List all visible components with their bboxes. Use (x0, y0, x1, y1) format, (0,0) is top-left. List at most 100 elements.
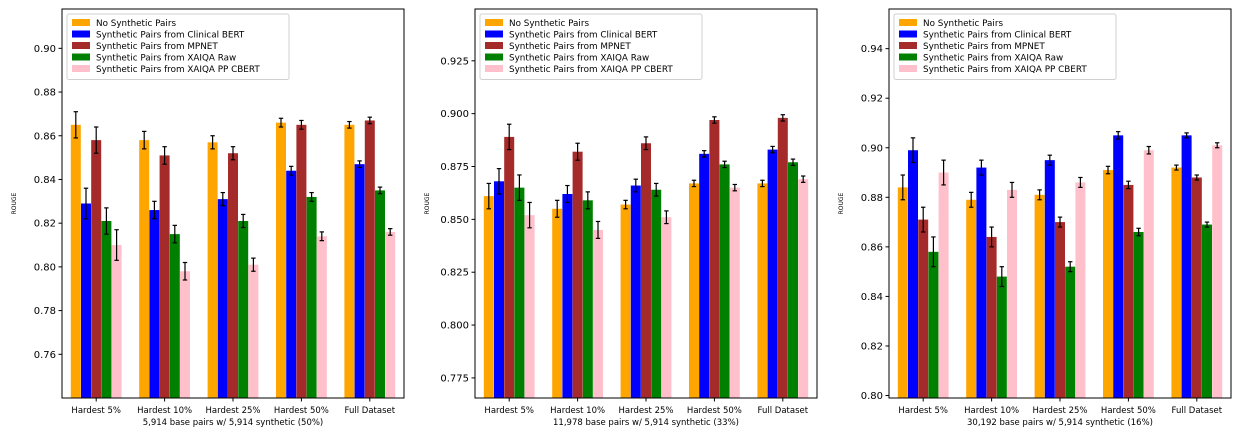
bar (375, 190, 385, 398)
chart-panel-1: 0.76 0.78 0.80 0.82 0.84 0.86 0.88 0.90 Hardest … (11, 8, 405, 428)
legend-swatch (899, 65, 917, 72)
bar (1034, 194, 1045, 398)
bar (217, 199, 228, 398)
y-tick-label: 0.925 (440, 56, 469, 67)
x-tick-label: Hardest 25% (1033, 406, 1088, 416)
legend-swatch (72, 42, 90, 49)
bar (276, 122, 286, 398)
bar (1133, 231, 1144, 398)
legend-swatch (899, 19, 917, 26)
legend-swatch (485, 19, 503, 26)
legend-label: Synthetic Pairs from XAIQA PP CBERT (923, 65, 1087, 75)
series-group-3 (918, 174, 1202, 398)
y-tick-label: 0.825 (440, 268, 469, 279)
series-group-3 (504, 114, 788, 399)
legend-label: Synthetic Pairs from Clinical BERT (923, 31, 1072, 41)
bar (719, 164, 730, 398)
legend-swatch (485, 53, 503, 61)
bar (788, 162, 798, 398)
x-tick-label: Hardest 10% (964, 406, 1019, 416)
bar (504, 136, 515, 398)
bar (1055, 222, 1065, 398)
bar (661, 217, 672, 398)
series-group-4 (514, 158, 798, 398)
bar (306, 196, 317, 398)
bar (91, 140, 102, 398)
y-tick-label: 0.84 (34, 175, 56, 186)
y-tick-label: 0.86 (861, 242, 883, 253)
bar (514, 187, 525, 398)
x-tick-label: Hardest 25% (206, 406, 261, 416)
y-tick-label: 0.82 (861, 341, 883, 352)
y-tick-label: 0.82 (34, 219, 56, 230)
x-tick-label: Full Dataset (345, 406, 396, 416)
y-tick-label: 0.875 (440, 162, 469, 173)
bar (296, 124, 307, 398)
bar (918, 219, 929, 398)
bar (238, 220, 249, 398)
bar (159, 155, 170, 398)
series-group-2 (81, 160, 365, 398)
chart-panel-3: 0.80 0.82 0.84 0.86 0.88 0.90 0.92 0.94 Hardest … (838, 8, 1232, 428)
legend: No Synthetic Pairs Synthetic Pairs from C… (893, 13, 1117, 80)
series-group-4 (928, 221, 1212, 398)
bar (1065, 266, 1076, 398)
x-axis-label: 5,914 base pairs w/ 5,914 synthetic (50%… (143, 418, 324, 428)
legend-swatch (485, 42, 503, 49)
x-tick-label: Hardest 50% (1101, 406, 1156, 416)
bar (897, 187, 908, 398)
bar (709, 119, 720, 399)
y-axis-label: ROUGE (838, 192, 845, 214)
chart-panel-2: 0.775 0.800 0.825 0.850 0.875 0.900 0.925 Harde… (424, 8, 818, 428)
bar (248, 264, 259, 398)
bar (1171, 167, 1182, 398)
bar (938, 172, 949, 398)
series-group-4 (101, 186, 385, 398)
bar (286, 170, 297, 398)
x-tick-label: Hardest 5% (898, 406, 948, 416)
legend-label: Synthetic Pairs from XAIQA PP CBERT (96, 65, 260, 75)
legend: No Synthetic Pairs Synthetic Pairs from C… (66, 13, 290, 80)
series-group-2 (908, 131, 1192, 399)
bar (1191, 177, 1202, 398)
bar (767, 149, 778, 398)
bar (344, 124, 355, 398)
bar (1202, 224, 1212, 398)
legend-swatch (899, 53, 917, 61)
x-tick-label: Hardest 50% (687, 406, 742, 416)
bar (699, 153, 710, 398)
bar (1123, 184, 1134, 398)
bar (966, 199, 977, 398)
y-tick-label: 0.88 (34, 88, 56, 99)
x-tick-label: Hardest 5% (484, 406, 534, 416)
y-tick-label: 0.90 (861, 143, 883, 154)
bar (494, 181, 504, 398)
bar (228, 153, 238, 398)
legend-label: Synthetic Pairs from Clinical BERT (509, 31, 658, 41)
legend: No Synthetic Pairs Synthetic Pairs from C… (479, 13, 703, 80)
y-tick-label: 0.88 (861, 193, 883, 204)
bar (552, 208, 563, 398)
series-group-1 (897, 164, 1182, 398)
bar (1212, 145, 1223, 398)
bar (81, 203, 91, 398)
bar (1181, 135, 1192, 399)
legend-label: No Synthetic Pairs (923, 19, 1003, 29)
x-tick-label: Full Dataset (1172, 406, 1223, 416)
legend-label: Synthetic Pairs from MPNET (509, 42, 631, 52)
bar (169, 234, 180, 398)
legend-label: Synthetic Pairs from XAIQA Raw (509, 54, 649, 64)
bar (207, 142, 218, 398)
bar (316, 236, 327, 398)
y-tick-label: 0.94 (861, 44, 883, 55)
legend-label: Synthetic Pairs from Clinical BERT (96, 31, 245, 41)
bar (149, 210, 160, 398)
bar (1044, 160, 1055, 398)
y-tick-label: 0.80 (861, 391, 883, 402)
y-tick-label: 0.84 (861, 292, 883, 303)
series-group-3 (91, 116, 375, 399)
x-tick-label: Full Dataset (758, 406, 809, 416)
bar (1113, 135, 1124, 399)
bar (986, 236, 997, 398)
